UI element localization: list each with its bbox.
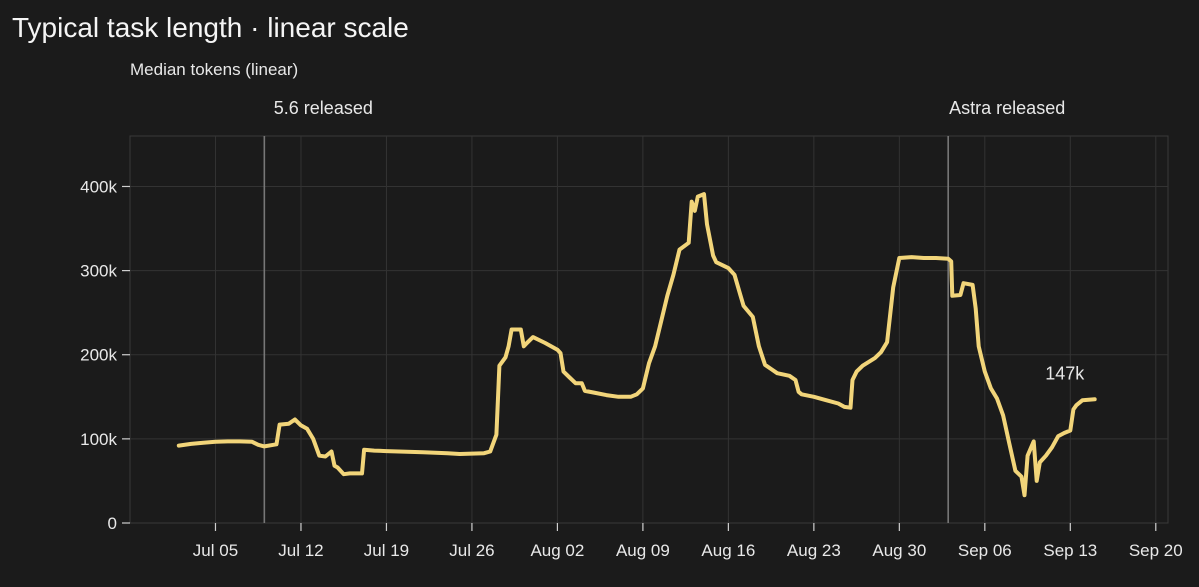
y-axis-label: Median tokens (linear) (130, 60, 298, 79)
chart-title: Typical task length · linear scale (12, 12, 409, 43)
x-tick-label: Jul 12 (278, 541, 323, 560)
x-tick-label: Aug 16 (701, 541, 755, 560)
x-tick-label: Aug 02 (530, 541, 584, 560)
y-tick-label: 0 (108, 514, 117, 533)
series-line (176, 192, 1097, 498)
x-tick-label: Jul 05 (193, 541, 238, 560)
x-tick-label: Sep 20 (1129, 541, 1183, 560)
x-tick-label: Jul 26 (449, 541, 494, 560)
y-tick-label: 200k (80, 346, 117, 365)
end-value-label: 147k (1045, 363, 1085, 383)
x-tick-label: Aug 30 (872, 541, 926, 560)
x-tick-label: Jul 19 (364, 541, 409, 560)
x-tick-label: Sep 13 (1043, 541, 1097, 560)
plot-frame (129, 135, 1169, 524)
event-marker-label: Astra released (949, 98, 1065, 118)
x-tick-label: Sep 06 (958, 541, 1012, 560)
y-tick-label: 100k (80, 430, 117, 449)
y-tick-label: 300k (80, 262, 117, 281)
y-tick-label: 400k (80, 177, 117, 196)
x-tick-label: Aug 23 (787, 541, 841, 560)
x-tick-label: Aug 09 (616, 541, 670, 560)
event-marker-label: 5.6 released (274, 98, 373, 118)
